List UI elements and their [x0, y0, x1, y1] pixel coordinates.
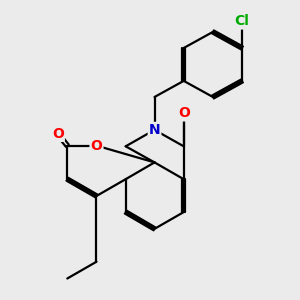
Text: O: O	[91, 139, 102, 153]
Text: Cl: Cl	[235, 14, 250, 28]
Text: O: O	[178, 106, 190, 120]
Text: N: N	[149, 123, 160, 137]
Text: O: O	[52, 127, 64, 141]
